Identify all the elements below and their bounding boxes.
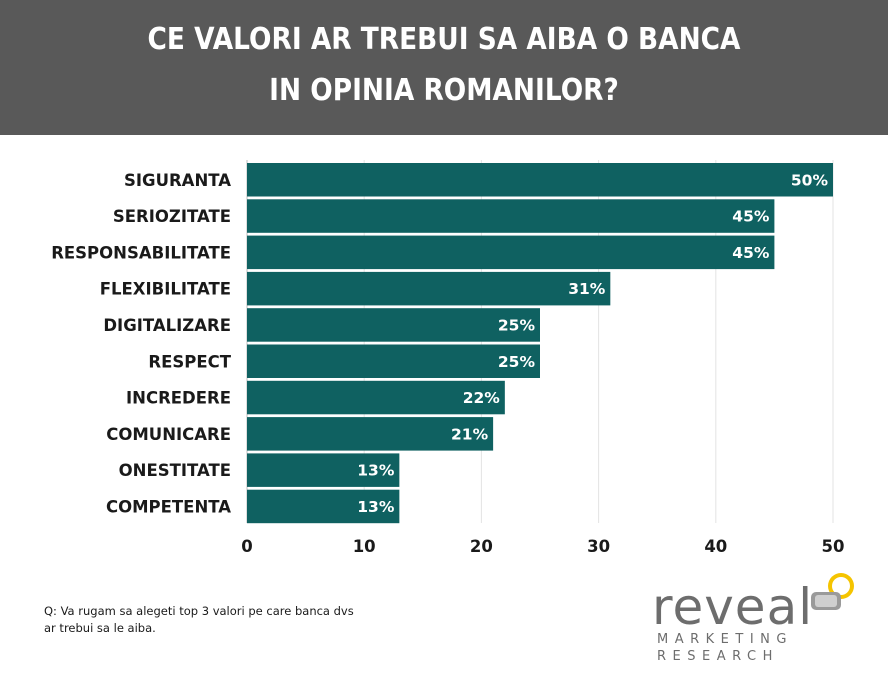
bar-value-label: 13% <box>357 498 395 516</box>
bars: 50% 45% 45% 31% 25% 25% 22% 21% 13% 13% <box>247 163 833 524</box>
x-tick-label: 0 <box>241 537 252 556</box>
bar <box>247 308 540 342</box>
bar <box>247 489 400 524</box>
bar <box>247 417 494 451</box>
x-tick-label: 20 <box>470 537 493 556</box>
category-label: FLEXIBILITATE <box>100 280 231 299</box>
title-banner: CE VALORI AR TREBUI SA AIBA O BANCA IN O… <box>0 0 888 135</box>
category-label: COMPETENTA <box>106 497 231 516</box>
bar <box>247 271 611 306</box>
bar-value-label: 22% <box>463 389 501 407</box>
x-axis-ticks: 0 10 20 30 40 50 <box>241 537 844 556</box>
bar-value-label: 25% <box>498 316 536 334</box>
category-label: COMUNICARE <box>106 425 231 444</box>
question-footnote: Q: Va rugam sa alegeti top 3 valori pe c… <box>44 603 404 637</box>
bar <box>247 235 775 270</box>
x-tick-label: 10 <box>353 537 376 556</box>
chart-title-line-1: CE VALORI AR TREBUI SA AIBA O BANCA <box>147 22 741 57</box>
logo-subtitle-marketing: MARKETING <box>657 632 793 647</box>
category-labels: SIGURANTA SERIOZITATE RESPONSABILITATE FLEX… <box>51 171 232 517</box>
category-label: SIGURANTA <box>124 171 231 190</box>
category-label: SERIOZITATE <box>113 207 231 226</box>
category-label: RESPONSABILITATE <box>51 243 231 262</box>
bar-value-label: 25% <box>498 353 536 371</box>
logo-subtitle-research: RESEARCH <box>657 649 779 664</box>
bar <box>247 380 505 415</box>
footnote-line-2: ar trebui sa le aiba. <box>44 621 156 635</box>
bar-value-label: 45% <box>732 244 770 262</box>
bar-value-label: 13% <box>357 462 395 480</box>
x-tick-label: 50 <box>822 537 845 556</box>
chart-title-line-2: IN OPINIA ROMANILOR? <box>269 73 619 108</box>
bar <box>247 453 400 487</box>
logo-mark-icon <box>811 573 854 610</box>
bar <box>247 163 833 197</box>
reveal-logo: reveal MARKETING RESEARCH <box>652 570 862 680</box>
bar-value-label: 45% <box>732 208 770 226</box>
x-tick-label: 40 <box>704 537 727 556</box>
category-label: RESPECT <box>148 352 231 371</box>
bar <box>247 199 775 233</box>
bar-chart: 50% 45% 45% 31% 25% 25% 22% 21% 13% 13% SIGURANTA… <box>51 160 844 556</box>
bar-value-label: 50% <box>791 171 829 189</box>
category-label: DIGITALIZARE <box>103 316 231 335</box>
bar <box>247 344 540 378</box>
footnote-line-1: Q: Va rugam sa alegeti top 3 valori pe c… <box>44 604 354 618</box>
category-label: ONESTITATE <box>119 461 231 480</box>
category-label: INCREDERE <box>126 389 231 408</box>
bar-value-label: 21% <box>451 425 489 443</box>
logo-wordmark: reveal <box>652 578 814 636</box>
bar-value-label: 31% <box>568 280 606 298</box>
x-tick-label: 30 <box>587 537 610 556</box>
